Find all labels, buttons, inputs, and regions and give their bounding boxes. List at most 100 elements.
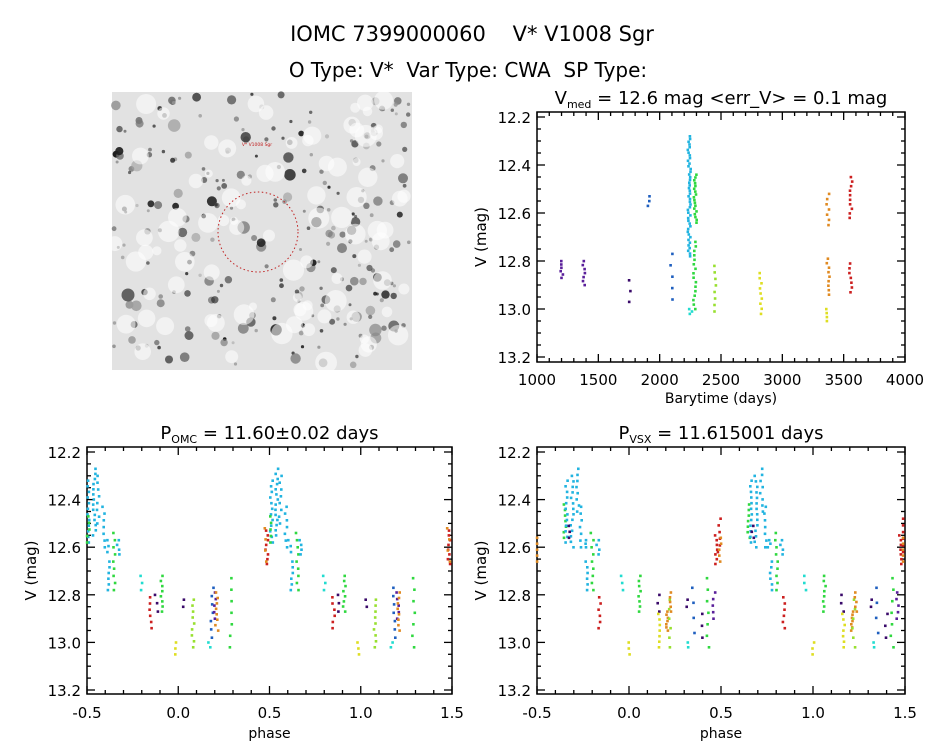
data-point [695,210,698,213]
data-point [688,181,691,184]
data-point [872,641,875,644]
data-point [579,512,582,515]
data-point [445,527,449,530]
data-point [85,541,89,544]
star-blob [256,238,266,247]
star-blob [352,254,357,259]
data-point [755,513,759,516]
data-point [890,611,893,615]
data-point [275,493,278,496]
x-axis-label: Barytime (days) [665,391,777,407]
data-point [901,560,905,563]
data-point [565,518,569,522]
data-point [103,546,107,549]
data-point [686,230,690,234]
data-point [776,560,779,563]
data-point [694,215,697,219]
sky-highlight [285,137,298,149]
data-point [687,211,690,214]
data-point [688,312,692,316]
data-point [182,598,186,601]
data-point [296,567,300,570]
data-point [687,151,690,154]
data-point [707,611,710,615]
data-point [746,525,750,528]
data-point [392,603,396,606]
data-point [269,541,272,544]
data-point [629,289,632,293]
star-blob [381,159,385,163]
sky-image-stars [107,90,411,374]
data-point [848,216,851,220]
data-point [886,612,889,616]
data-point [590,546,593,549]
data-point [901,544,905,547]
y-tick-label: 12.6 [498,205,531,223]
data-point [585,577,589,580]
data-point [266,553,270,556]
data-point [86,513,89,516]
data-point [825,319,829,323]
sky-highlight [198,213,218,233]
data-point [767,538,771,542]
data-point [300,548,303,551]
data-point [287,538,290,542]
data-point [266,557,269,561]
star-blob [178,96,182,100]
star-blob [402,183,407,188]
data-point [216,618,219,621]
data-point [270,501,273,505]
star-blob [298,130,305,137]
data-point [598,620,602,624]
data-point [780,538,784,542]
data-point [191,646,195,649]
star-blob [146,209,150,213]
data-point [586,566,589,569]
star-blob [325,229,333,238]
data-point [264,549,267,552]
data-point [447,529,451,532]
star-blob [264,137,269,142]
data-point [750,513,754,516]
data-point [700,624,704,628]
data-point [759,312,763,316]
data-point [658,640,661,643]
data-point [331,596,334,599]
data-point [687,238,690,242]
data-point [269,485,273,488]
sky-highlight [143,287,156,301]
data-point [592,553,595,556]
data-point [289,588,293,592]
star-blob [336,191,340,195]
data-point [580,519,583,522]
data-point [668,598,672,601]
x-tick-label: 3000 [763,371,801,389]
data-point [782,596,785,599]
star-blob [148,147,152,152]
data-point [688,255,692,258]
data-point [648,199,651,203]
sky-highlight [204,169,213,178]
sky-highlight [357,249,372,264]
data-point [901,554,905,557]
data-point [342,579,346,583]
data-point [827,288,831,292]
data-point [754,535,758,538]
data-point [341,605,345,608]
data-point [91,508,95,512]
sky-highlight [241,175,252,186]
star-blob [281,136,285,140]
data-point [713,534,717,537]
data-point [285,519,289,522]
data-point [648,195,651,198]
data-point [397,604,400,607]
data-point [691,586,694,590]
data-point [392,594,395,598]
sky-highlight [300,255,313,269]
x-tick-label: 1.0 [801,704,825,722]
data-point [560,276,563,280]
data-point [112,574,115,578]
star-blob [370,268,376,273]
data-point [755,507,758,511]
data-point [753,540,756,544]
